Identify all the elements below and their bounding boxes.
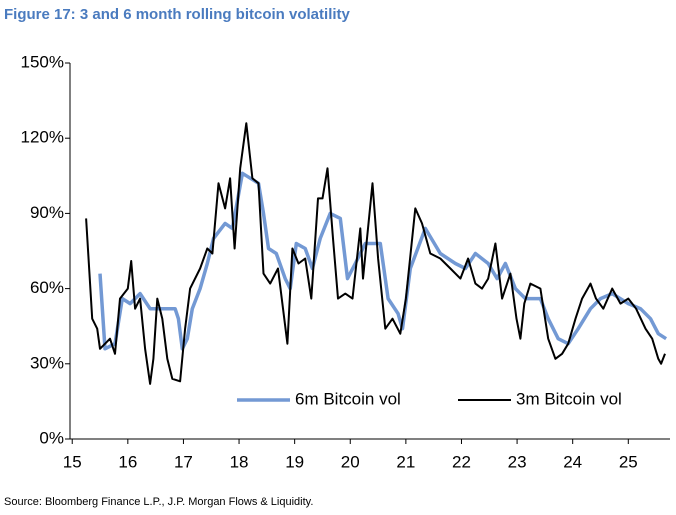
x-tick-label: 23 — [508, 452, 527, 471]
x-tick-label: 25 — [619, 452, 638, 471]
data-line — [85, 122, 666, 385]
legend-label: 6m Bitcoin vol — [295, 389, 401, 408]
x-tick-label: 19 — [285, 452, 304, 471]
y-tick-label: 120% — [21, 128, 64, 147]
x-tick-label: 22 — [452, 452, 471, 471]
y-tick-label: 150% — [21, 52, 64, 71]
y-tick-label: 90% — [30, 203, 64, 222]
x-tick-label: 21 — [396, 452, 415, 471]
source-note: Source: Bloomberg Finance L.P., J.P. Mor… — [4, 496, 313, 508]
data-line — [98, 171, 668, 351]
x-tick-label: 17 — [174, 452, 193, 471]
y-tick-label: 0% — [39, 428, 64, 447]
x-tick-label: 24 — [563, 452, 582, 471]
y-tick-label: 60% — [30, 278, 64, 297]
chart-title: Figure 17: 3 and 6 month rolling bitcoin… — [4, 6, 351, 23]
y-tick-label: 30% — [30, 353, 64, 372]
x-tick-label: 15 — [63, 452, 82, 471]
x-tick-label: 18 — [230, 452, 249, 471]
x-tick-label: 16 — [118, 452, 137, 471]
legend-label: 3m Bitcoin vol — [516, 389, 622, 408]
x-tick-label: 20 — [341, 452, 360, 471]
